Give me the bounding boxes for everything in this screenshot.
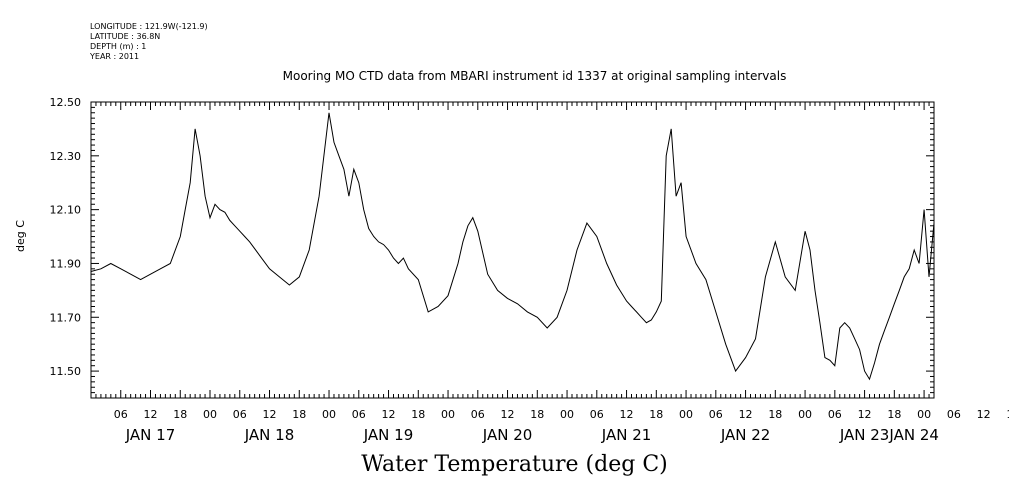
x-hour-tick-label: 06 <box>709 408 723 421</box>
x-hour-tick-label: 00 <box>560 408 574 421</box>
y-axis: 11.50 11.70 11.90 12.10 12.30 12.50 <box>50 96 934 399</box>
x-hour-tick-label: 12 <box>739 408 753 421</box>
x-hour-tick-label: 12 <box>858 408 872 421</box>
y-tick-label: 11.70 <box>50 311 82 324</box>
x-day-label: JAN 23 <box>839 426 890 444</box>
x-hour-tick-label: 06 <box>828 408 842 421</box>
x-hour-tick-label: 12 <box>501 408 515 421</box>
x-hour-tick-label: 00 <box>917 408 931 421</box>
x-hour-tick-label: 00 <box>203 408 217 421</box>
x-hour-tick-label: 00 <box>441 408 455 421</box>
x-hour-tick-label: 18 <box>411 408 425 421</box>
x-day-label: JAN 17 <box>125 426 176 444</box>
plot-frame <box>90 101 935 399</box>
temperature-series-line <box>90 112 935 381</box>
longitude-text: LONGITUDE : 121.9W(-121.9) <box>90 22 208 31</box>
x-hour-tick-label: 00 <box>322 408 336 421</box>
x-axis: 06 12 18 00 06 12 18 00 06 12 18 00 06 12 18 00 06 12 18 00… <box>90 102 1009 444</box>
x-day-label: JAN 21 <box>601 426 652 444</box>
x-hour-tick-label: 06 <box>947 408 961 421</box>
x-day-label: JAN 20 <box>482 426 533 444</box>
y-tick-label: 12.10 <box>50 204 82 217</box>
y-tick-label: 11.90 <box>50 257 82 270</box>
x-hour-tick-label: 12 <box>620 408 634 421</box>
x-hour-tick-label: 06 <box>233 408 247 421</box>
x-hour-tick-label: 12 <box>977 408 991 421</box>
x-day-label: JAN 19 <box>363 426 414 444</box>
x-hour-tick-label: 06 <box>352 408 366 421</box>
depth-text: DEPTH (m) : 1 <box>90 42 147 51</box>
x-hour-tick-label: 18 <box>530 408 544 421</box>
x-axis-label: Water Temperature (deg C) <box>361 452 668 477</box>
x-day-label: JAN 18 <box>244 426 295 444</box>
x-hour-tick-label: 12 <box>382 408 396 421</box>
x-day-label: JAN 24 <box>888 426 939 444</box>
metadata-block: LONGITUDE : 121.9W(-121.9) LATITUDE : 36… <box>90 22 208 62</box>
x-hour-tick-label: 18 <box>292 408 306 421</box>
x-hour-tick-label: 18 <box>1006 408 1009 421</box>
x-hour-tick-label: 18 <box>887 408 901 421</box>
latitude-text: LATITUDE : 36.8N <box>90 32 161 41</box>
x-hour-tick-label: 00 <box>679 408 693 421</box>
year-text: YEAR : 2011 <box>90 52 140 61</box>
y-tick-label: 11.50 <box>50 365 82 378</box>
chart-title: Mooring MO CTD data from MBARI instrumen… <box>282 69 787 83</box>
x-hour-tick-label: 18 <box>768 408 782 421</box>
x-hour-tick-label: 00 <box>798 408 812 421</box>
x-hour-tick-label: 06 <box>471 408 485 421</box>
x-day-label: JAN 22 <box>720 426 771 444</box>
x-hour-tick-label: 12 <box>263 408 277 421</box>
y-tick-label: 12.30 <box>50 150 82 163</box>
x-hour-tick-label: 06 <box>590 408 604 421</box>
x-hour-tick-label: 18 <box>649 408 663 421</box>
x-hour-tick-label: 18 <box>173 408 187 421</box>
x-hour-tick-label: 06 <box>114 408 128 421</box>
x-hour-tick-label: 12 <box>144 408 158 421</box>
y-tick-label: 12.50 <box>50 96 82 109</box>
